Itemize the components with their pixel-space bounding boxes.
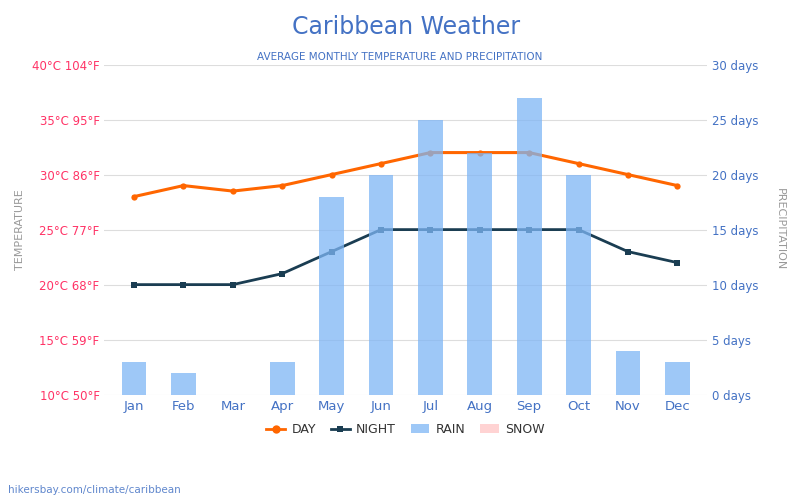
Y-axis label: PRECIPITATION: PRECIPITATION	[775, 188, 785, 270]
Bar	[467, 152, 492, 394]
Bar	[566, 174, 591, 394]
Legend: DAY, NIGHT, RAIN, SNOW: DAY, NIGHT, RAIN, SNOW	[262, 418, 550, 441]
Bar	[270, 362, 294, 394]
Bar	[517, 98, 542, 395]
Title: Caribbean Weather: Caribbean Weather	[292, 15, 520, 39]
Bar	[319, 196, 344, 394]
Text: AVERAGE MONTHLY TEMPERATURE AND PRECIPITATION: AVERAGE MONTHLY TEMPERATURE AND PRECIPIT…	[258, 52, 542, 62]
Bar	[171, 372, 196, 394]
Bar	[369, 174, 394, 394]
Y-axis label: TEMPERATURE: TEMPERATURE	[15, 189, 25, 270]
Bar	[665, 362, 690, 394]
Bar	[418, 120, 442, 394]
Bar	[122, 362, 146, 394]
Bar	[616, 350, 640, 395]
Text: hikersbay.com/climate/caribbean: hikersbay.com/climate/caribbean	[8, 485, 181, 495]
